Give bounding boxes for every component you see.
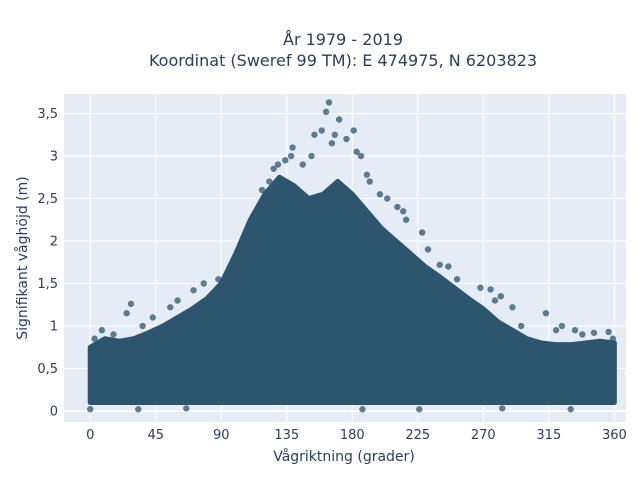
scatter-point xyxy=(123,310,130,317)
scatter-point xyxy=(609,335,617,342)
scatter-point xyxy=(328,140,336,147)
scatter-point xyxy=(200,280,207,287)
scatter-point xyxy=(318,127,325,134)
x-tick-label: 225 xyxy=(405,428,430,443)
y-axis-title: Signifikant våghöjd (m) xyxy=(14,176,31,339)
scatter-point xyxy=(517,322,525,330)
chart-title-line-2: Koordinat (Sweref 99 TM): E 474975, N 62… xyxy=(149,51,537,70)
scatter-point xyxy=(98,327,106,334)
scatter-point xyxy=(357,152,365,160)
x-tick-label: 270 xyxy=(471,428,496,443)
scatter-point xyxy=(110,331,117,338)
x-tick-label: 315 xyxy=(536,428,561,443)
scatter-point xyxy=(167,304,174,311)
scatter-point xyxy=(445,263,452,270)
x-tick-label: 45 xyxy=(147,428,164,443)
scatter-point xyxy=(394,203,401,211)
scatter-point xyxy=(366,178,373,185)
scatter-point xyxy=(436,261,443,268)
scatter-point xyxy=(335,116,343,123)
x-tick-label: 360 xyxy=(602,428,627,443)
scatter-point xyxy=(552,327,560,334)
scatter-point xyxy=(453,276,461,283)
scatter-point xyxy=(353,148,360,155)
scatter-point xyxy=(477,284,484,291)
scatter-point xyxy=(343,135,350,143)
scatter-point xyxy=(376,191,384,198)
scatter-point xyxy=(350,127,357,134)
scatter-point xyxy=(270,165,277,172)
x-tick-label: 0 xyxy=(86,428,94,443)
scatter-point xyxy=(287,152,295,160)
scatter-point xyxy=(266,178,273,185)
scatter-point xyxy=(571,327,579,334)
scatter-point xyxy=(87,406,94,413)
scatter-point xyxy=(400,208,407,215)
scatter-point xyxy=(135,406,142,413)
y-tick-label: 2,5 xyxy=(37,192,58,207)
x-tick-label: 90 xyxy=(213,428,230,443)
scatter-point xyxy=(289,144,296,151)
scatter-point xyxy=(325,99,333,106)
tick-labels: 0 45 90 135 180 225 270 315 360 0 0,5 1 1,5 2 2,5 3 3,5 xyxy=(37,107,626,443)
x-axis-title: Vågriktning (grader) xyxy=(273,448,415,465)
scatter-point xyxy=(424,246,432,253)
scatter-point xyxy=(416,406,423,413)
scatter-point xyxy=(183,405,190,412)
y-tick-label: 0 xyxy=(50,404,58,419)
y-tick-label: 1,5 xyxy=(37,277,58,292)
scatter-point xyxy=(215,276,222,283)
scatter-point xyxy=(487,286,494,293)
scatter-point xyxy=(359,406,366,413)
scatter-point xyxy=(567,406,574,413)
scatter-point xyxy=(247,220,254,228)
scatter-point xyxy=(402,216,410,223)
scatter-point xyxy=(363,171,371,178)
scatter-point xyxy=(418,229,426,236)
scatter-point-cloud xyxy=(87,174,617,405)
scatter-points xyxy=(87,99,617,413)
scatter-point xyxy=(497,293,504,300)
scatter-point xyxy=(308,152,315,160)
scatter-point xyxy=(542,310,550,317)
scatter-point xyxy=(331,131,339,138)
y-tick-label: 2 xyxy=(50,235,58,250)
x-tick-label: 180 xyxy=(340,428,365,443)
y-tick-label: 3 xyxy=(50,150,58,165)
x-tick-label: 135 xyxy=(274,428,299,443)
scatter-point xyxy=(491,297,499,304)
scatter-point xyxy=(322,108,330,116)
scatter-point xyxy=(311,131,318,138)
scatter-point xyxy=(139,322,146,330)
scatter-point xyxy=(590,329,598,336)
scatter-point xyxy=(605,328,612,336)
scatter-point xyxy=(149,314,157,321)
scatter-point xyxy=(174,297,181,304)
chart-title-line-1: År 1979 - 2019 xyxy=(283,30,403,49)
scatter-point xyxy=(282,157,289,164)
scatter-point xyxy=(91,335,98,342)
scatter-point xyxy=(579,331,586,338)
y-tick-label: 1 xyxy=(50,319,58,334)
y-tick-label: 0,5 xyxy=(37,362,58,377)
scatter-point xyxy=(258,186,266,194)
scatter-point xyxy=(299,161,306,168)
scatter-point xyxy=(499,405,506,412)
scatter-point xyxy=(384,195,391,202)
scatter-point xyxy=(127,300,135,308)
scatter-point xyxy=(190,287,197,294)
scatter-point xyxy=(509,304,516,311)
y-tick-label: 3,5 xyxy=(37,107,58,122)
scatter-point xyxy=(558,322,566,330)
scatter-point xyxy=(274,161,282,168)
scatter-point xyxy=(232,254,240,262)
